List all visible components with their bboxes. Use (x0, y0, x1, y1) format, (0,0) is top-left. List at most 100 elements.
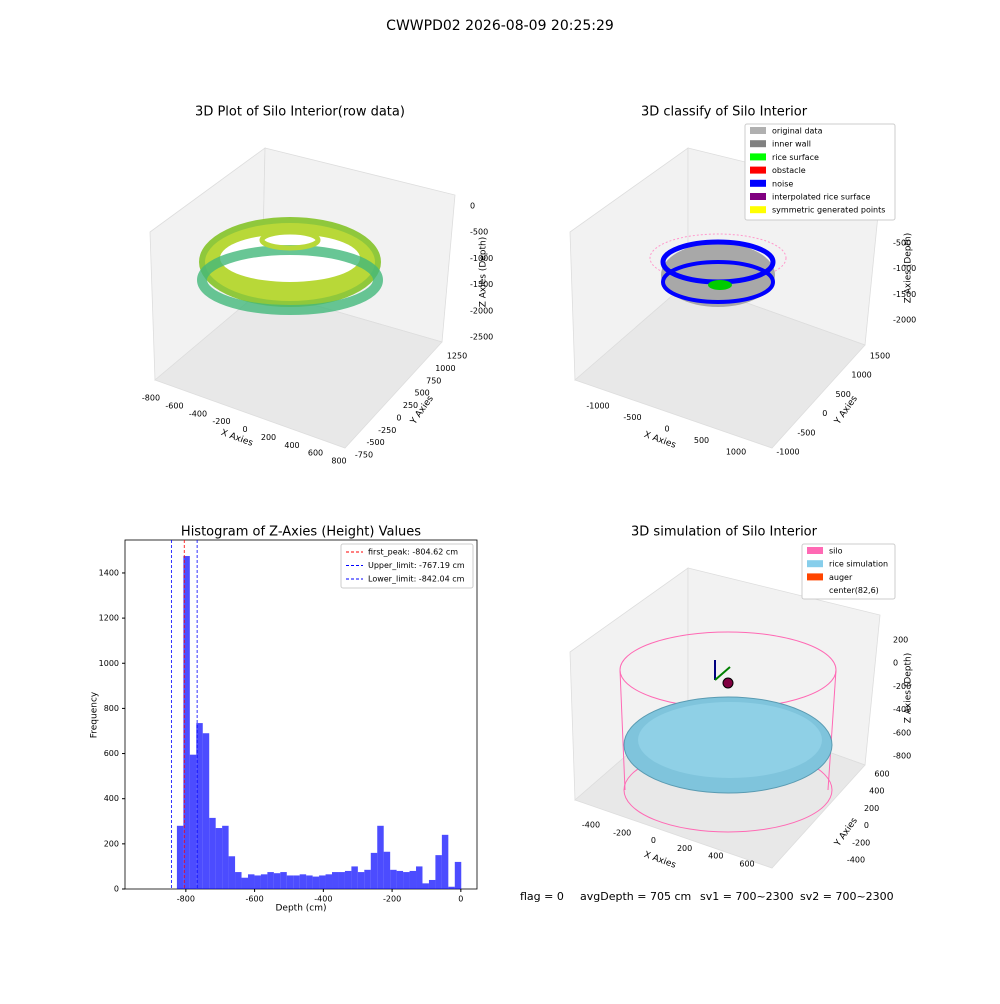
bar (215, 828, 223, 889)
bar (403, 872, 410, 889)
y-tick-label: 1000 (851, 371, 871, 380)
z-tick-label: -800 (893, 752, 911, 761)
x-tick-label: 200 (261, 433, 276, 442)
bar (325, 874, 333, 889)
legend-swatch (750, 166, 766, 174)
legend-label: interpolated rice surface (772, 193, 870, 202)
footer-text: sv2 = 700~2300 (800, 890, 894, 903)
bar (273, 873, 281, 889)
legend-label: symmetric generated points (772, 206, 885, 215)
bar (332, 872, 339, 889)
y-tick-label: 1500 (870, 352, 890, 361)
y-tick-label: -1000 (776, 448, 799, 457)
bar (344, 870, 352, 889)
bar (202, 733, 210, 889)
bar (428, 879, 436, 889)
bar (299, 874, 307, 889)
z-tick-label: -1000 (893, 264, 916, 273)
bar (176, 825, 184, 889)
footer-text: avgDepth = 705 cm (580, 890, 691, 903)
panel-title: 3D Plot of Silo Interior(row data) (195, 105, 405, 120)
x-tick-label: -600 (246, 895, 264, 904)
legend-swatch (750, 140, 766, 148)
x-tick-label: 0 (458, 895, 463, 904)
x-tick-label: 0 (651, 836, 656, 845)
legend-swatch (807, 573, 823, 581)
x-tick-label: 400 (708, 852, 723, 861)
bar (351, 866, 358, 889)
bar (228, 856, 236, 889)
x-tick-label: 500 (694, 436, 709, 445)
y-tick-label: -750 (355, 451, 373, 460)
bar (312, 876, 320, 889)
bar (435, 855, 442, 889)
legend-swatch (750, 206, 766, 214)
legend-label: obstacle (772, 166, 806, 175)
y-tick-label: 1000 (99, 659, 119, 668)
x-tick-label: -1000 (586, 402, 609, 411)
bar (448, 886, 455, 889)
y-tick-label: 200 (864, 804, 879, 813)
bar (370, 852, 378, 889)
y-tick-label: 750 (426, 376, 441, 385)
legend-label: center(82,6) (829, 586, 879, 595)
bar (357, 872, 365, 889)
legend-swatch (807, 547, 823, 554)
bar (377, 825, 384, 889)
bar (441, 834, 449, 889)
y-tick-label: 0 (396, 413, 401, 422)
y-tick-label: 600 (104, 749, 119, 758)
bar (183, 556, 190, 889)
y-tick-label: -250 (378, 426, 396, 435)
y-tick-label: 0 (822, 409, 827, 418)
bar (260, 874, 268, 889)
x-tick-label: -400 (189, 409, 207, 418)
x-tick-label: -600 (165, 401, 183, 410)
x-tick-label: 600 (308, 449, 323, 458)
y-axis-label: Frequency (90, 691, 100, 738)
bar (196, 723, 203, 889)
x-tick-label: -800 (142, 394, 160, 403)
x-tick-label: -500 (623, 413, 641, 422)
x-tick-label: -800 (177, 895, 195, 904)
z-tick-label: -2000 (893, 316, 916, 325)
z-tick-label: -500 (470, 228, 488, 237)
bar (306, 875, 313, 889)
legend-label: first_peak: -804.62 cm (368, 548, 458, 557)
y-tick-label: 400 (104, 794, 119, 803)
legend-swatch (750, 127, 766, 134)
bar (280, 872, 287, 889)
legend-label: noise (772, 179, 793, 188)
y-tick-label: 250 (403, 401, 418, 410)
y-tick-label: 1250 (447, 352, 467, 361)
x-tick-label: 200 (677, 844, 692, 853)
x-tick-label: 0 (242, 425, 247, 434)
y-tick-label: -500 (367, 438, 385, 447)
legend: silo rice simulation auger center(82,6) (801, 543, 896, 600)
legend-swatch (750, 193, 766, 200)
x-tick-label: 0 (664, 425, 669, 434)
z-tick-label: 0 (893, 659, 898, 668)
legend-label: rice simulation (829, 560, 888, 569)
y-tick-label: 200 (104, 839, 119, 848)
z-tick-label: -400 (893, 705, 911, 714)
z-tick-label: -600 (893, 728, 911, 737)
bar (319, 875, 326, 889)
legend-frame (340, 543, 474, 589)
z-tick-label: 0 (470, 202, 475, 211)
bar (422, 883, 429, 889)
bar (241, 877, 248, 889)
y-tick-label: -200 (852, 838, 870, 847)
bar (235, 872, 242, 889)
y-tick-label: -400 (847, 856, 865, 865)
legend-label: original data (772, 127, 823, 136)
figure-title: CWWPD02 2026-08-09 20:25:29 (386, 18, 614, 34)
bar (286, 875, 294, 889)
y-tick-label: 0 (114, 885, 119, 894)
y-tick-label: 0 (864, 821, 869, 830)
bar (416, 866, 423, 889)
bar (396, 870, 404, 889)
y-tick-label: -500 (797, 428, 815, 437)
bar (222, 825, 229, 889)
x-tick-label: 400 (284, 441, 299, 450)
